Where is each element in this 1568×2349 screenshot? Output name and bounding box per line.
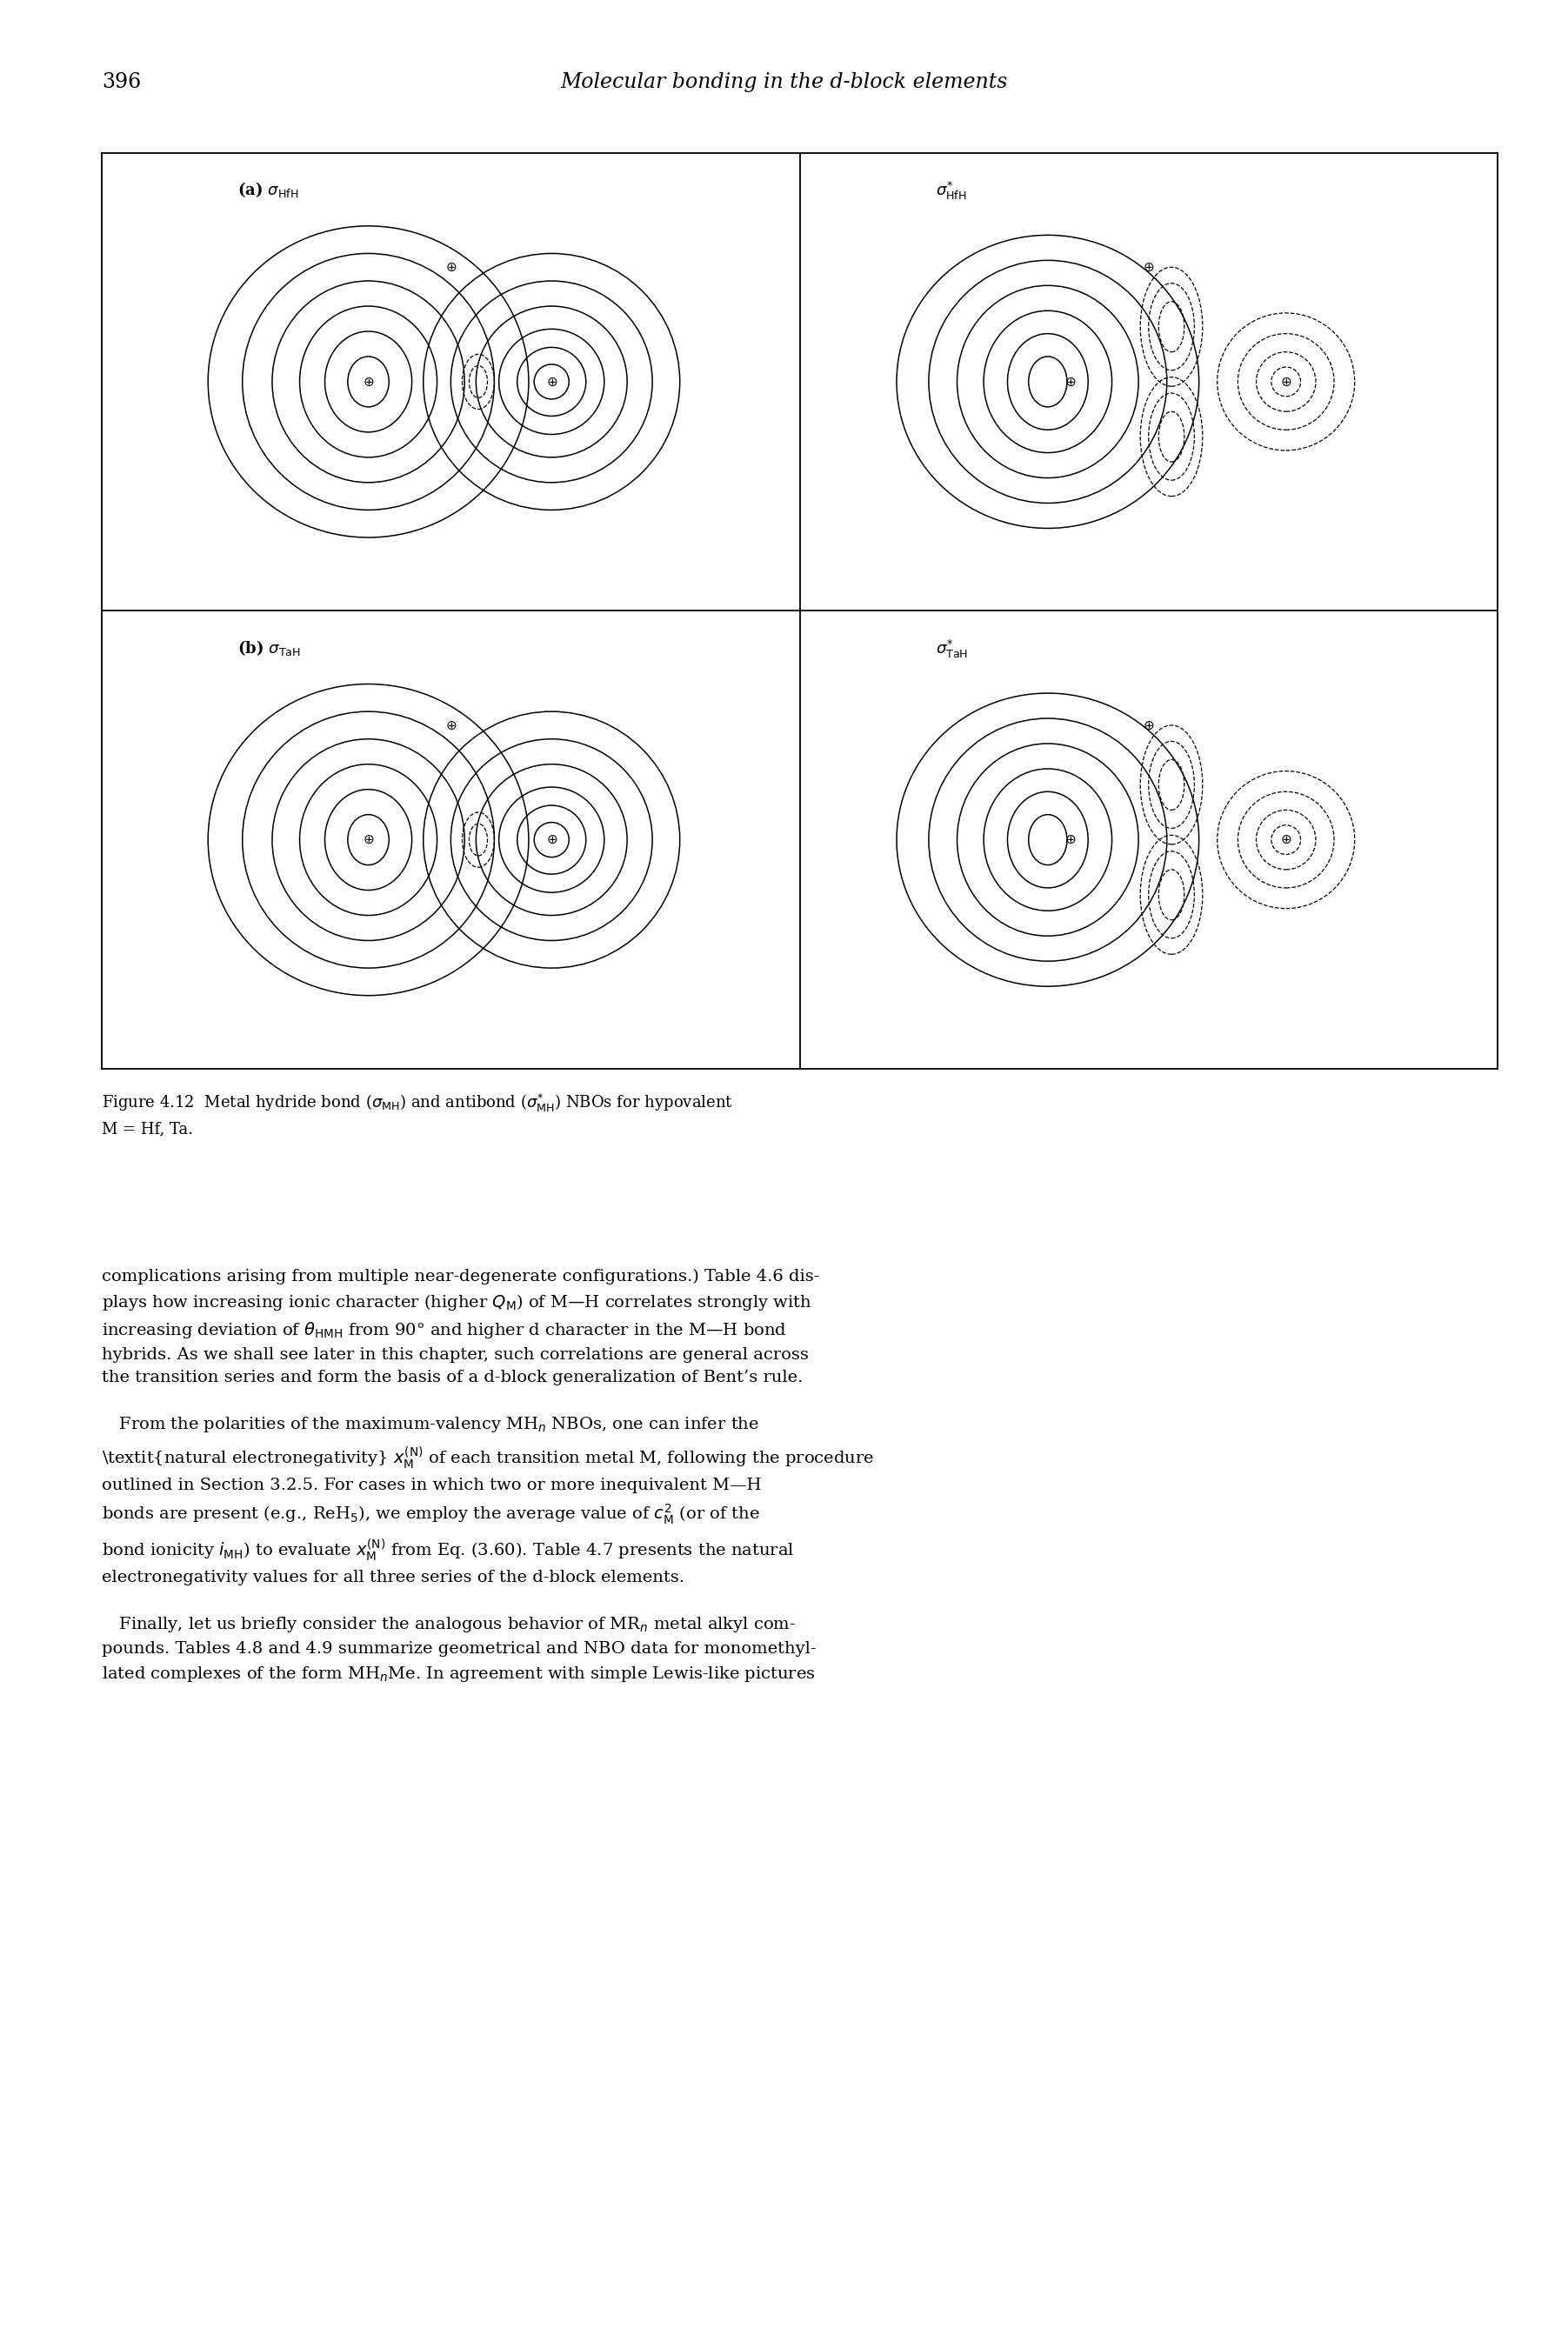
Text: $\oplus$: $\oplus$ (445, 261, 456, 275)
Text: $\oplus$: $\oplus$ (1065, 376, 1077, 388)
Text: (b) $\sigma_{\mathrm{TaH}}$: (b) $\sigma_{\mathrm{TaH}}$ (238, 639, 301, 658)
Text: $\oplus$: $\oplus$ (1143, 261, 1154, 275)
Text: 396: 396 (102, 73, 141, 92)
Text: $\oplus$: $\oplus$ (362, 376, 375, 388)
Text: $\oplus$: $\oplus$ (546, 834, 557, 846)
Text: $\oplus$: $\oplus$ (1279, 376, 1292, 388)
Text: $\oplus$: $\oplus$ (1065, 834, 1077, 846)
Text: Figure 4.12  Metal hydride bond ($\sigma_{\mathrm{MH}}$) and antibond ($\sigma_{: Figure 4.12 Metal hydride bond ($\sigma_… (102, 1092, 734, 1137)
Text: Molecular bonding in the d-block elements: Molecular bonding in the d-block element… (560, 73, 1008, 92)
Text: $\sigma_{\mathrm{TaH}}^{*}$: $\sigma_{\mathrm{TaH}}^{*}$ (936, 639, 967, 660)
Text: (a) $\sigma_{\mathrm{HfH}}$: (a) $\sigma_{\mathrm{HfH}}$ (238, 181, 299, 200)
Text: $\sigma_{\mathrm{HfH}}^{*}$: $\sigma_{\mathrm{HfH}}^{*}$ (936, 181, 966, 202)
Text: $\oplus$: $\oplus$ (362, 834, 375, 846)
Text: complications arising from multiple near-degenerate configurations.) Table 4.6 d: complications arising from multiple near… (102, 1268, 875, 1684)
Text: $\oplus$: $\oplus$ (445, 719, 456, 733)
Text: $\oplus$: $\oplus$ (1279, 834, 1292, 846)
Text: $\oplus$: $\oplus$ (546, 376, 557, 388)
Text: $\oplus$: $\oplus$ (1143, 719, 1154, 733)
